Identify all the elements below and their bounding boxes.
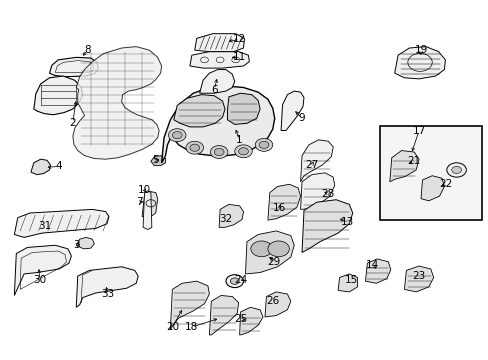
Bar <box>379 126 482 220</box>
Polygon shape <box>404 266 433 292</box>
Polygon shape <box>239 307 263 335</box>
Polygon shape <box>281 91 304 131</box>
Text: 21: 21 <box>407 156 420 166</box>
Text: 19: 19 <box>413 45 427 55</box>
Polygon shape <box>194 34 244 51</box>
Polygon shape <box>365 259 390 283</box>
Circle shape <box>234 145 252 158</box>
Circle shape <box>230 278 239 284</box>
Text: 5: 5 <box>152 155 159 165</box>
Text: 14: 14 <box>365 260 378 270</box>
Polygon shape <box>300 173 334 210</box>
Polygon shape <box>73 46 161 159</box>
Polygon shape <box>143 191 152 229</box>
Polygon shape <box>76 267 138 307</box>
Text: 15: 15 <box>345 275 358 285</box>
Text: 28: 28 <box>321 189 334 199</box>
Polygon shape <box>300 140 332 182</box>
Polygon shape <box>302 200 352 252</box>
Polygon shape <box>170 281 209 330</box>
Circle shape <box>250 241 272 257</box>
Circle shape <box>451 166 461 174</box>
Text: 32: 32 <box>219 214 232 224</box>
Text: 27: 27 <box>305 160 318 170</box>
Polygon shape <box>189 51 249 68</box>
Polygon shape <box>389 150 418 182</box>
Polygon shape <box>199 69 234 93</box>
Polygon shape <box>209 296 238 335</box>
Text: 11: 11 <box>232 52 246 62</box>
Text: 16: 16 <box>272 203 285 213</box>
Circle shape <box>185 141 203 154</box>
Circle shape <box>238 148 248 155</box>
Circle shape <box>168 129 185 141</box>
Text: 29: 29 <box>266 257 280 267</box>
Text: 2: 2 <box>69 118 76 128</box>
Polygon shape <box>227 93 260 125</box>
Polygon shape <box>142 192 158 217</box>
Polygon shape <box>394 46 445 79</box>
Text: 6: 6 <box>210 85 217 95</box>
Text: 10: 10 <box>138 185 151 195</box>
Circle shape <box>259 141 268 148</box>
Text: 8: 8 <box>84 45 91 55</box>
Circle shape <box>189 144 199 151</box>
Polygon shape <box>267 184 300 220</box>
Polygon shape <box>264 292 290 317</box>
Text: 18: 18 <box>185 322 198 332</box>
Circle shape <box>225 275 243 288</box>
Text: 33: 33 <box>101 289 114 299</box>
Circle shape <box>446 163 466 177</box>
Text: 7: 7 <box>136 197 142 207</box>
Text: 4: 4 <box>56 161 62 171</box>
Text: 1: 1 <box>236 135 243 145</box>
Polygon shape <box>49 57 98 77</box>
Text: 30: 30 <box>33 275 46 285</box>
Text: 13: 13 <box>341 217 354 227</box>
Polygon shape <box>31 159 50 175</box>
Polygon shape <box>173 95 224 127</box>
Text: 22: 22 <box>438 179 451 189</box>
Polygon shape <box>14 210 109 237</box>
Polygon shape <box>420 176 444 201</box>
Polygon shape <box>14 245 71 296</box>
Text: 23: 23 <box>411 271 425 281</box>
Polygon shape <box>76 237 94 249</box>
Text: 24: 24 <box>233 275 247 285</box>
Polygon shape <box>337 274 357 292</box>
Circle shape <box>172 132 182 139</box>
Text: 12: 12 <box>232 35 246 44</box>
Circle shape <box>214 148 224 156</box>
Text: 3: 3 <box>73 240 80 250</box>
Polygon shape <box>151 156 165 166</box>
Circle shape <box>255 138 272 151</box>
Polygon shape <box>219 204 243 227</box>
Text: 26: 26 <box>265 296 279 306</box>
Text: 17: 17 <box>411 126 425 135</box>
Circle shape <box>267 241 289 257</box>
Polygon shape <box>161 86 274 163</box>
Text: 31: 31 <box>38 221 51 231</box>
Text: 9: 9 <box>298 113 305 123</box>
Circle shape <box>210 145 227 158</box>
Polygon shape <box>245 231 294 274</box>
Polygon shape <box>34 76 82 115</box>
Text: 25: 25 <box>233 314 247 324</box>
Text: 20: 20 <box>165 322 179 332</box>
